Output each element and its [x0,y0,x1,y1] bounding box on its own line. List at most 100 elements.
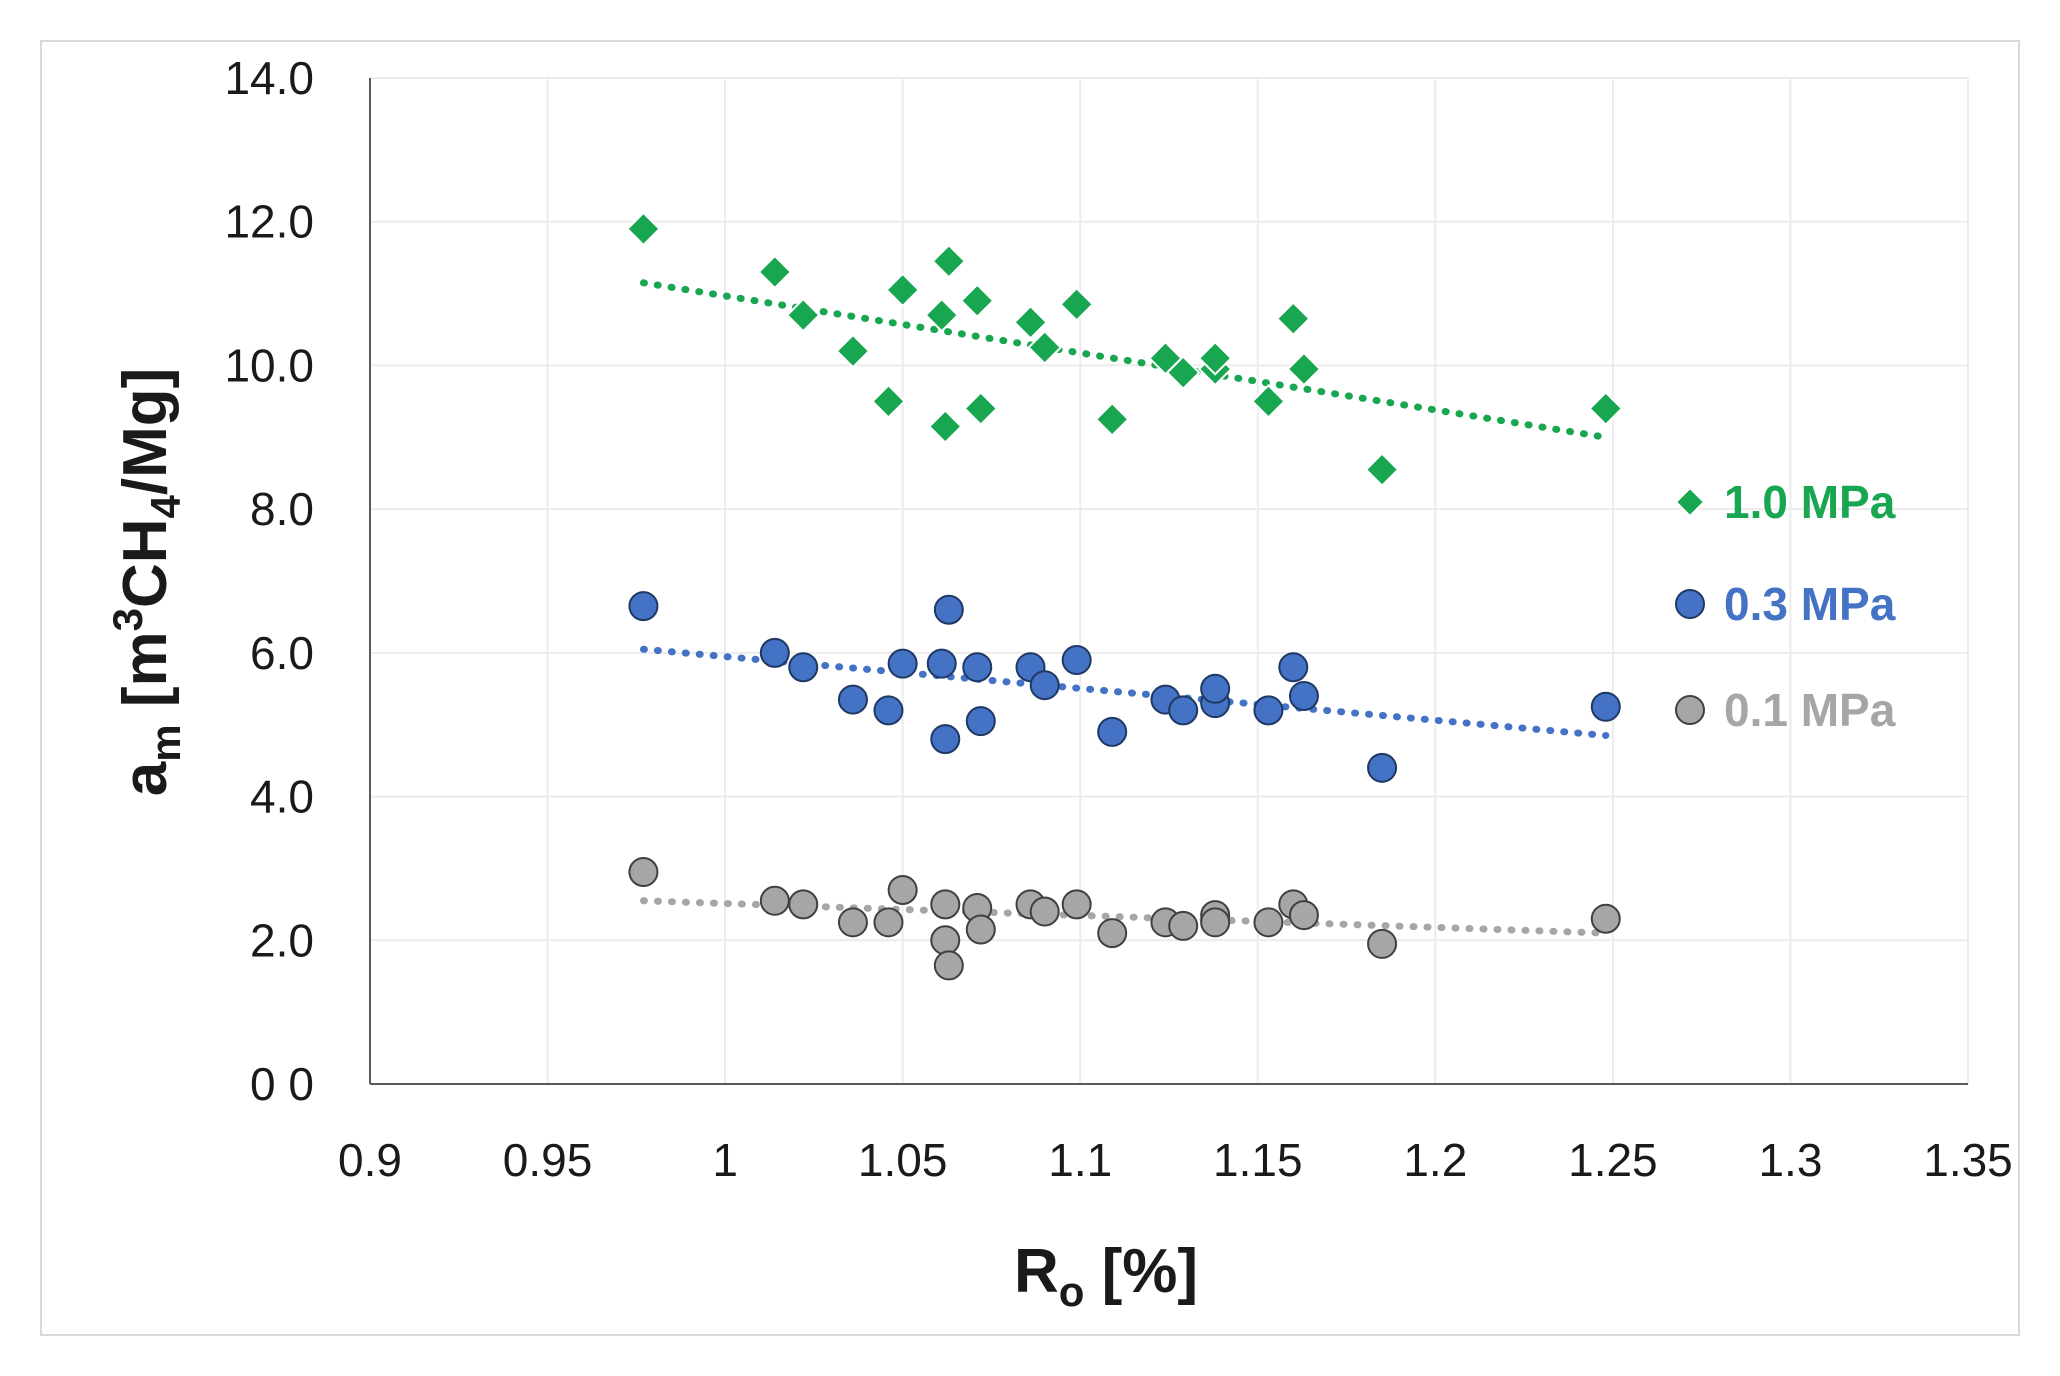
point-0-3-MPa-8 [933,594,964,625]
point-0-3-MPa-21 [1288,680,1319,711]
legend-item-0-1-mpa: 0.1 MPa [1675,684,1896,736]
y-axis-title-mid: CH [111,518,180,608]
y-tick-label-0: 0 0 [250,1058,314,1110]
point-1-0-MPa-7 [927,409,963,444]
point-0-1-MPa-18 [1200,907,1231,938]
point-0-1-MPa-7 [930,925,961,956]
point-0-1-MPa-2 [788,889,819,920]
point-1-0-MPa-12 [1027,330,1063,365]
point-1-0-MPa-3 [835,333,871,369]
point-1-0-MPa-1 [757,254,793,290]
y-tick-label-2: 2.0 [250,914,314,966]
point-0-3-MPa-20 [1278,652,1309,683]
y-axis-title-main: a [111,761,180,796]
point-0-3-MPa-3 [837,684,868,715]
legend: 1.0 MPa 0.3 MPa 0.1 MPa [1674,476,1896,736]
y-axis-title-close: /Mg] [111,368,180,495]
point-0-1-MPa-16 [1168,910,1199,941]
legend-item-0-3-mpa: 0.3 MPa [1675,578,1896,630]
trendline-0-1-MPa [639,897,1610,937]
point-0-1-MPa-13 [1061,889,1092,920]
point-0-3-MPa-4 [873,695,904,726]
y-tick-label-8: 8.0 [250,483,314,535]
point-0-3-MPa-0 [628,591,659,622]
point-1-0-MPa-6 [924,297,960,333]
legend-item-1-0-mpa: 1.0 MPa [1674,476,1896,528]
trend-lines [639,279,1610,937]
point-1-0-MPa-16 [1165,355,1201,391]
point-0-3-MPa-5 [887,648,918,679]
point-0-1-MPa-10 [965,914,996,945]
grid-lines [370,77,1969,1084]
trendline-1-0-MPa [639,279,1610,441]
y-axis-title-sub2: 4 [142,494,189,518]
tick-labels: 0 0 2.0 4.0 6.0 8.0 10.0 12.0 14.0 0.9 0.95 1 1.05 1… [224,52,2012,1186]
point-0-3-MPa-23 [1590,691,1621,722]
point-1-0-MPa-22 [1364,452,1400,488]
legend-circle-icon [1675,589,1705,619]
point-1-0-MPa-2 [785,297,821,333]
point-0-1-MPa-19 [1253,907,1284,938]
point-0-1-MPa-21 [1288,900,1319,931]
point-1-0-MPa-19 [1251,383,1286,419]
point-0-3-MPa-22 [1367,752,1398,783]
point-0-1-MPa-12 [1029,896,1060,927]
y-tick-label-6: 6.0 [250,627,314,679]
y-tick-label-4: 4.0 [250,771,314,823]
y-axis-title-open: [m [111,631,180,724]
point-0-1-MPa-1 [759,885,790,916]
legend-circle-icon [1675,695,1705,725]
point-1-0-MPa-14 [1094,401,1130,437]
point-0-1-MPa-6 [930,889,961,920]
point-1-0-MPa-0 [626,211,661,247]
point-0-1-MPa-0 [628,857,659,888]
x-axis-title-sub: o [1059,1268,1085,1315]
point-0-3-MPa-9 [962,652,993,683]
legend-diamond-icon [1674,486,1706,518]
x-axis-title-main: R [1014,1237,1059,1306]
point-1-0-MPa-23 [1588,391,1624,426]
point-0-3-MPa-1 [759,637,790,668]
point-1-0-MPa-8 [931,243,967,279]
y-axis-title-sub: m [142,724,189,761]
point-0-1-MPa-3 [837,907,868,938]
legend-label-1-0-mpa: 1.0 MPa [1724,476,1896,528]
point-1-0-MPa-5 [885,272,921,308]
x-tick-label-1: 1 [712,1134,738,1186]
point-0-3-MPa-10 [965,706,996,737]
axes [369,78,1968,1085]
point-1-0-MPa-18 [1197,340,1233,376]
trendline-0-3-MPa [639,645,1610,739]
point-1-0-MPa-10 [963,391,999,426]
point-0-3-MPa-18 [1200,673,1231,704]
point-0-3-MPa-13 [1061,645,1092,676]
x-axis-title: Ro [%] [1014,1237,1198,1315]
x-tick-label-1-1: 1.1 [1048,1134,1112,1186]
x-tick-label-1-35: 1.35 [1923,1134,2013,1186]
point-1-0-MPa-9 [959,283,995,319]
x-tick-label-1-05: 1.05 [858,1134,948,1186]
point-0-3-MPa-7 [930,724,961,755]
x-tick-label-1-25: 1.25 [1568,1134,1658,1186]
point-0-3-MPa-6 [926,648,957,679]
y-tick-label-12: 12.0 [224,196,314,248]
y-tick-label-10: 10.0 [224,339,314,391]
point-1-0-MPa-4 [871,383,906,419]
point-0-1-MPa-14 [1097,918,1128,949]
y-axis-title-sup: 3 [104,608,151,631]
point-0-1-MPa-23 [1590,903,1621,934]
y-axis-title: am [m3CH4/Mg] [104,368,189,797]
point-0-1-MPa-4 [873,907,904,938]
point-0-1-MPa-8 [933,950,964,981]
point-0-1-MPa-5 [887,874,918,905]
point-0-3-MPa-14 [1097,716,1128,747]
point-1-0-MPa-11 [1013,304,1048,340]
x-tick-label-1-15: 1.15 [1213,1134,1303,1186]
point-0-3-MPa-12 [1029,670,1060,701]
point-0-3-MPa-16 [1168,695,1199,726]
x-tick-label-1-3: 1.3 [1758,1134,1822,1186]
data-points [626,211,1624,981]
legend-label-0-3-mpa: 0.3 MPa [1724,578,1896,630]
point-0-3-MPa-2 [788,652,819,683]
